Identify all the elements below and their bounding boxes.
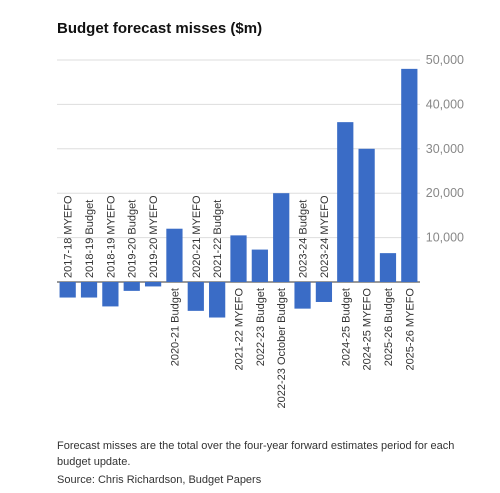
x-tick-label: 2024-25 Budget	[340, 288, 352, 366]
bar	[80, 281, 98, 298]
x-tick-label: 2025-26 MYEFO	[404, 288, 416, 371]
x-tick-label: 2019-20 MYEFO	[148, 195, 160, 278]
y-tick-label: 10,000	[426, 231, 464, 245]
bar	[166, 228, 183, 282]
footnote: Forecast misses are the total over the f…	[57, 440, 454, 452]
bar	[251, 249, 268, 282]
x-tick-label: 2022-23 Budget	[255, 288, 267, 366]
bar	[209, 281, 226, 318]
x-tick-label: 2024-25 MYEFO	[362, 288, 374, 371]
x-tick-label: 2018-19 Budget	[84, 200, 96, 278]
bar	[102, 281, 119, 307]
y-tick-label: 50,000	[426, 53, 464, 67]
bar	[187, 281, 204, 311]
bar	[123, 281, 140, 291]
bar	[337, 122, 354, 282]
x-tick-label: 2020-21 Budget	[169, 288, 181, 366]
bar	[230, 235, 247, 282]
x-tick-label: 2021-22 MYEFO	[234, 288, 246, 371]
bar	[273, 193, 290, 282]
source: Source: Chris Richardson, Budget Papers	[57, 474, 262, 486]
y-tick-label: 20,000	[426, 186, 464, 200]
x-tick-label: 2019-20 Budget	[127, 200, 139, 278]
bar	[401, 68, 418, 282]
x-tick-label: 2025-26 Budget	[383, 288, 395, 366]
chart-title: Budget forecast misses ($m)	[57, 20, 262, 37]
bar	[379, 253, 397, 282]
footnote: budget update.	[57, 456, 130, 468]
bar	[59, 281, 76, 298]
x-tick-label: 2022-23 October Budget	[276, 288, 288, 408]
bar	[358, 148, 375, 282]
y-tick-label: 40,000	[426, 97, 464, 111]
y-tick-label: 30,000	[426, 142, 464, 156]
x-tick-label: 2020-21 MYEFO	[191, 195, 203, 278]
bar	[294, 281, 311, 309]
x-tick-label: 2017-18 MYEFO	[63, 195, 75, 278]
x-tick-label: 2018-19 MYEFO	[105, 195, 117, 278]
x-tick-label: 2023-24 Budget	[298, 200, 310, 278]
x-tick-label: 2021-22 Budget	[212, 200, 224, 278]
x-tick-label: 2023-24 MYEFO	[319, 195, 331, 278]
bar	[315, 281, 333, 302]
bar	[144, 281, 162, 287]
